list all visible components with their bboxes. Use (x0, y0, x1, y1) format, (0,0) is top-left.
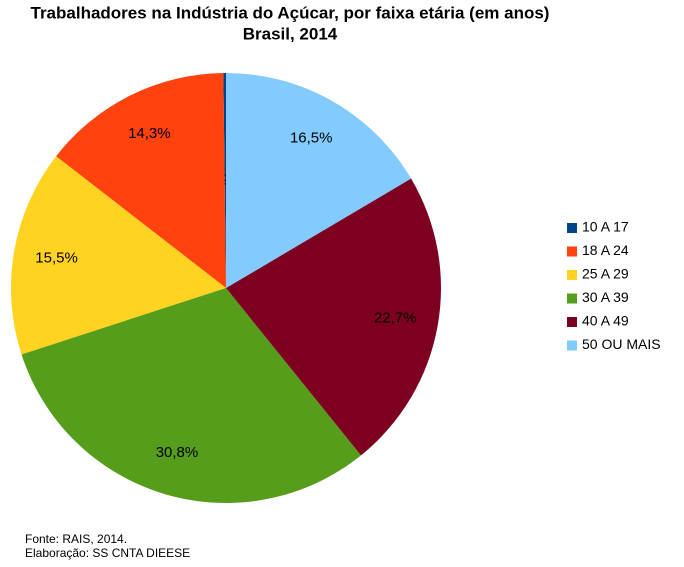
legend-label: 40 A 49 (582, 313, 629, 329)
pie-slice (21, 288, 361, 503)
legend-swatch (567, 246, 577, 257)
legend-swatch (567, 340, 577, 351)
legend-swatch (567, 317, 577, 327)
legend-swatch (567, 270, 577, 280)
legend-label: 18 A 24 (582, 242, 629, 258)
pie-slice (11, 156, 227, 355)
chart-title: Trabalhadores na Indústria do Açúcar, po… (31, 3, 550, 22)
credit: Elaboração: SS CNTA DIEESE (25, 546, 190, 560)
data-label: 16,5% (290, 130, 333, 147)
pie-slice (223, 73, 226, 288)
pie-slice (56, 73, 227, 289)
data-label: 30,8% (156, 444, 199, 461)
legend-label: 25 A 29 (582, 266, 629, 282)
data-label: 22,7% (374, 310, 417, 327)
legend-label: 10 A 17 (582, 219, 629, 235)
legend-label: 50 OU MAIS (582, 336, 661, 352)
data-label: 15,5% (35, 249, 78, 266)
data-label: 14,3% (128, 125, 171, 142)
chart-subtitle: Brasil, 2014 (243, 24, 338, 43)
pie-slice (226, 178, 441, 456)
legend-swatch (567, 223, 577, 233)
source: Fonte: RAIS, 2014. (25, 532, 127, 546)
pie-slice (226, 73, 412, 288)
legend-swatch (567, 293, 577, 304)
legend-label: 30 A 39 (582, 289, 629, 305)
